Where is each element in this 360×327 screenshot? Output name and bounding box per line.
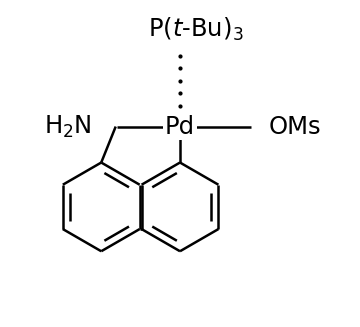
- Text: OMs: OMs: [269, 114, 321, 139]
- Text: Pd: Pd: [165, 114, 195, 139]
- Text: H$_2$N: H$_2$N: [44, 113, 91, 140]
- Text: P($\mathit{t}$-Bu)$_3$: P($\mathit{t}$-Bu)$_3$: [148, 16, 244, 43]
